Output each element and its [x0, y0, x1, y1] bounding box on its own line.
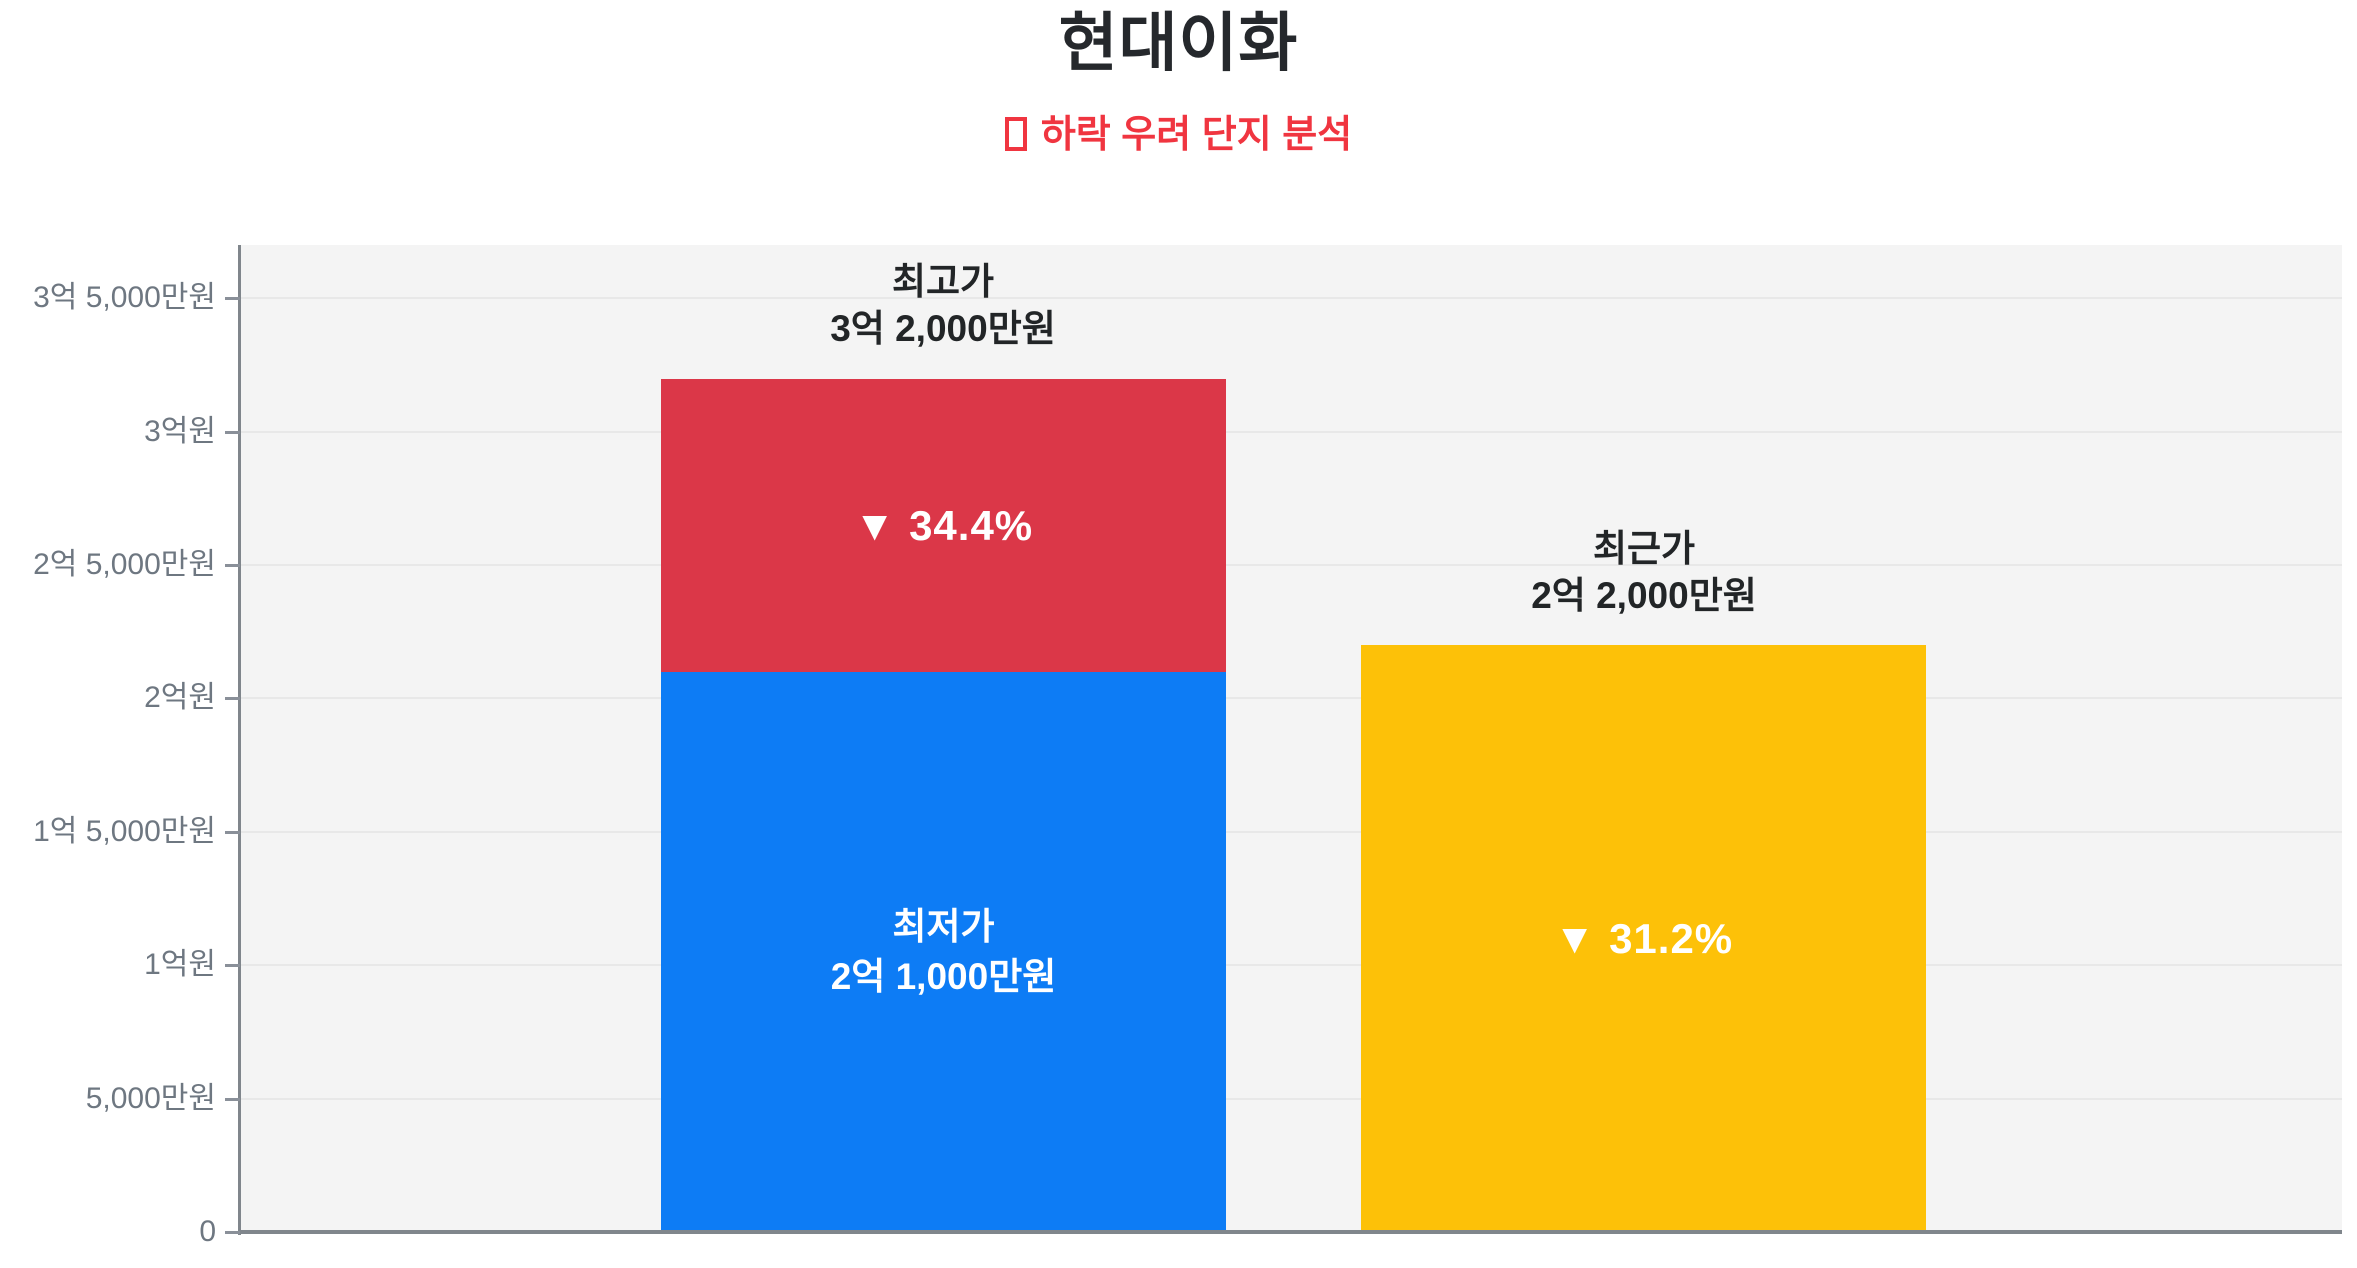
bar-annotation-line: 최고가 [891, 261, 995, 302]
y-tick-label: 5,000만원 [85, 1081, 216, 1115]
y-tick-mark [225, 1231, 240, 1234]
y-tick-label: 1억원 [144, 948, 216, 982]
bar-segment-label: ▼ 31.2% [1361, 645, 1926, 1232]
y-tick-mark [225, 964, 240, 968]
x-axis-line [238, 1230, 2342, 1234]
plot-area: 최저가 2억 1,000만원 ▼ 34.4% 최고가 3억 2,000만원 ▼ 31.2%… [240, 245, 2342, 1232]
y-gridline [240, 697, 2342, 700]
bar-segment-label: ▼ 34.4% [661, 379, 1226, 672]
chart-title: 현대이화 [1058, 7, 1299, 79]
bar-annotation-line: 최근가 [1592, 528, 1696, 569]
bar-annotation: 최근가 2억 2,000만원 [1294, 525, 1994, 619]
y-gridline [240, 297, 2342, 300]
y-tick-mark [225, 430, 240, 434]
y-tick-label: 0 [199, 1215, 216, 1248]
recent-price-segment: ▼ 31.2% [1361, 645, 1926, 1232]
y-tick-label: 3억 5,000만원 [33, 281, 216, 315]
y-tick-label: 2억 5,000만원 [33, 548, 216, 582]
lowest-price-segment: 최저가 2억 1,000만원 [661, 672, 1226, 1232]
y-gridline [240, 564, 2342, 567]
y-gridline [240, 830, 2342, 833]
bar-annotation: 최고가 3억 2,000만원 [593, 258, 1293, 352]
bar-segment-label-line: 최저가 [892, 906, 995, 947]
drop-from-peak-segment: ▼ 34.4% [661, 379, 1226, 672]
y-gridline [240, 964, 2342, 967]
y-gridline [240, 1097, 2342, 1100]
bar-segment-label-line: 2억 1,000만원 [830, 956, 1057, 997]
chart-subtitle: 하락 우려 단지 분석 [0, 108, 2357, 162]
bar-segment-label: 최저가 2억 1,000만원 [661, 672, 1226, 1232]
y-gridline [240, 430, 2342, 433]
y-tick-mark [225, 697, 240, 701]
y-tick-label: 2억원 [144, 681, 216, 715]
y-tick-mark [225, 297, 240, 301]
bar-annotation-line: 3억 2,000만원 [830, 308, 1056, 349]
bar-segment-label-line: ▼ 31.2% [1553, 914, 1734, 962]
y-axis-line [238, 245, 241, 1235]
y-tick-label: 3억원 [144, 414, 216, 448]
y-tick-label: 1억 5,000만원 [33, 814, 216, 848]
y-tick-mark [225, 830, 240, 834]
bar-annotation-line: 2억 2,000만원 [1531, 575, 1757, 616]
bar-segment-label-line: ▼ 34.4% [853, 501, 1034, 549]
y-tick-mark [225, 1097, 240, 1101]
y-tick-mark [225, 564, 240, 568]
chart-subtitle-text: 하락 우려 단지 분석 [1040, 114, 1353, 156]
missing-glyph-icon [1004, 117, 1027, 151]
